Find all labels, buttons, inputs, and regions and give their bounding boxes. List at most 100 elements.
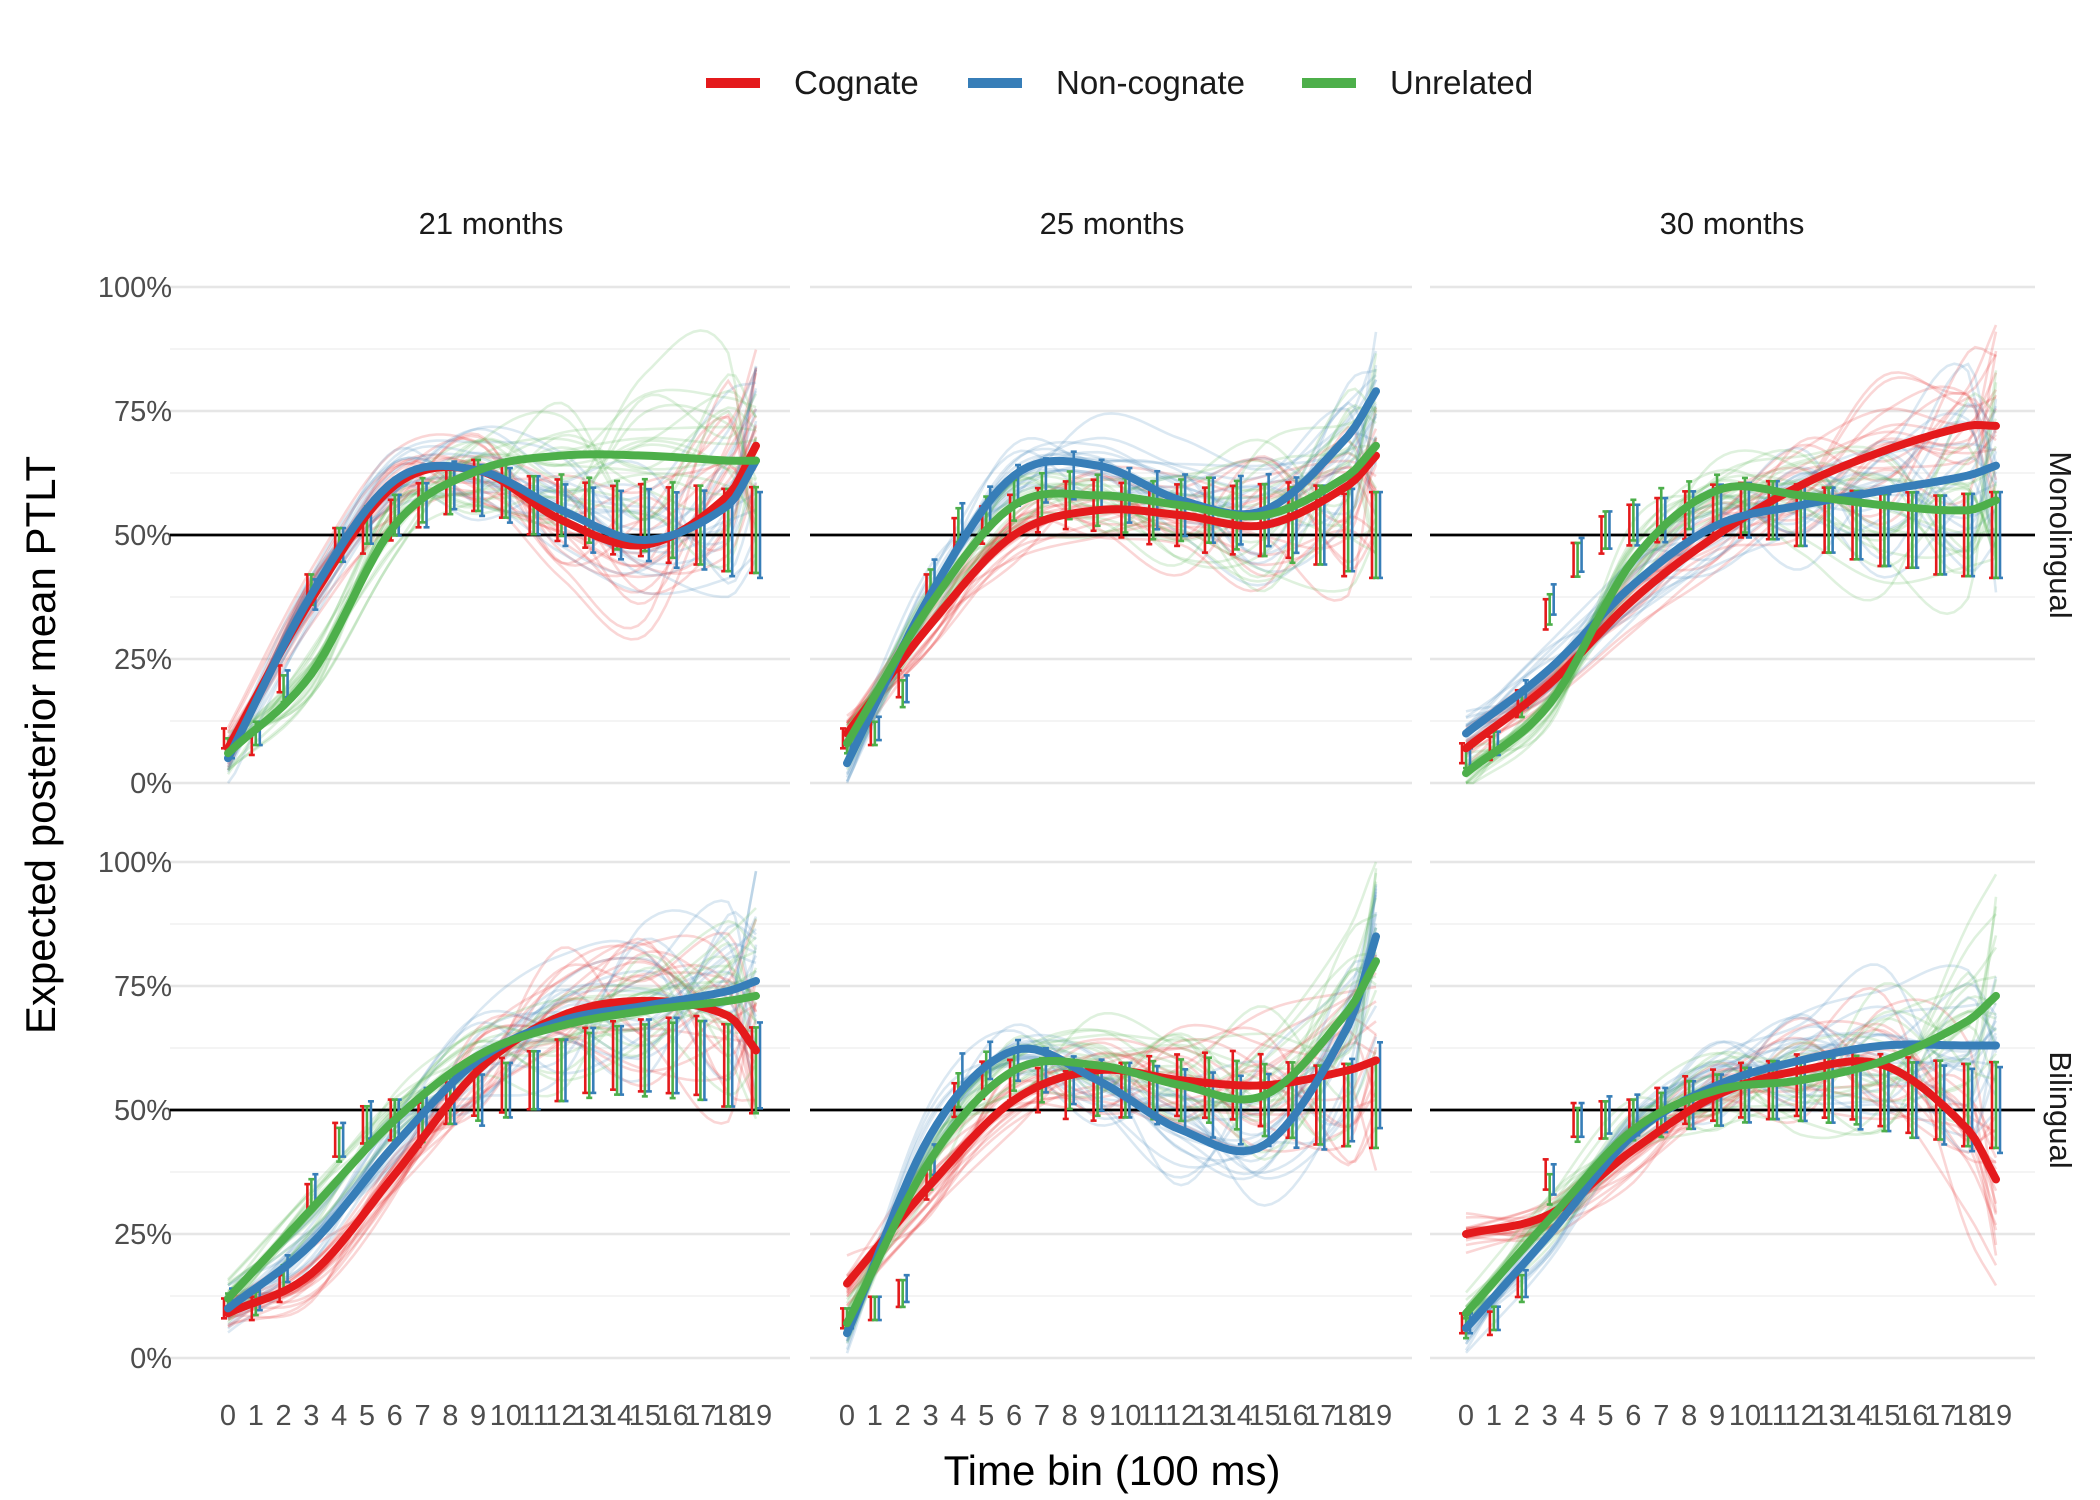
posterior-draw-cognate [227,960,758,1312]
error-bar-cognate [1570,1101,1577,1139]
error-bar-unrelated [753,1026,759,1115]
panel-25-months-monolingual [810,285,1412,785]
y-tick-label: 25% [114,644,172,676]
x-tick-label: 8 [442,1400,458,1432]
y-tick-label: 100% [98,847,172,879]
x-tick-label: 16 [1896,1400,1928,1432]
x-tick-label: 18 [1332,1400,1364,1432]
x-tick-label: 5 [978,1400,994,1432]
y-tick-label: 25% [114,1219,172,1251]
mean-curve-unrelated [843,957,1380,1328]
x-tick-label: 11 [1138,1400,1168,1432]
error-bar-cognate [610,1019,617,1091]
posterior-draw-non-cognate [227,992,758,1297]
error-bar-unrelated [558,473,565,538]
y-tick-label: 0% [130,768,172,800]
error-bar-cognate [1459,742,1465,765]
error-bar-unrelated [697,1019,704,1102]
y-tick-label: 100% [98,272,172,304]
error-bar-unrelated [1490,1305,1497,1332]
posterior-draw-cognate [227,950,758,1302]
error-bar-cognate [1341,492,1348,578]
error-bar-unrelated [530,1049,537,1111]
x-tick-label: 1 [867,1400,883,1432]
posterior-draw-unrelated [226,388,757,775]
posterior-draw-non-cognate [227,937,758,1298]
facet-label-monolingual: Monolingual [2043,451,2078,618]
error-bar-non-cognate [757,490,763,580]
error-bar-non-cognate [645,487,652,563]
x-tick-label: 13 [573,1400,605,1432]
x-axis-title: Time bin (100 ms) [944,1447,1281,1494]
x-tick-label: 9 [1709,1400,1725,1432]
posterior-draw-unrelated [227,438,758,741]
x-tick-label: 18 [1952,1400,1984,1432]
posterior-draw-non-cognate [1465,362,1998,738]
x-tick-label: 14 [1221,1400,1253,1432]
posterior-draw-cognate [846,954,1378,1307]
x-tick-label: 9 [470,1400,486,1432]
posterior-draw-non-cognate [226,492,757,750]
error-bar-unrelated [1602,510,1609,550]
error-bar-non-cognate [903,674,910,704]
error-bar-unrelated [669,1021,676,1100]
x-tick-label: 12 [545,1400,577,1432]
facet-label-21-months: 21 months [419,206,564,241]
mean-curve-unrelated [224,991,760,1303]
mean-curve-cognate [843,451,1380,738]
mean-curve-non-cognate [843,932,1380,1338]
error-bar-cognate [867,1295,874,1322]
legend-label-cognate: Cognate [794,64,919,101]
error-bar-non-cognate [1606,1095,1613,1135]
facet-label-bilingual: Bilingual [2043,1051,2078,1168]
error-bar-cognate [1598,515,1605,555]
x-tick-label: 8 [1681,1400,1697,1432]
error-bar-cognate [1257,1052,1264,1128]
mean-curve-non-cognate [1462,1040,2000,1333]
x-tick-label: 0 [1458,1400,1474,1432]
facet-label-25-months: 25 months [1040,206,1185,241]
y-tick-label: 75% [114,396,172,428]
y-tick-label: 0% [130,1343,172,1375]
error-bar-unrelated [1546,592,1553,626]
error-bar-unrelated [1574,541,1581,578]
posterior-draw-non-cognate [227,909,758,1287]
posterior-draw-non-cognate [1465,982,1998,1314]
posterior-draw-unrelated [227,389,757,743]
error-bar-cognate [1542,597,1549,631]
x-tick-label: 8 [1062,1400,1078,1432]
posterior-draw-non-cognate [845,946,1378,1330]
error-bar-non-cognate [423,481,430,529]
x-tick-label: 10 [490,1400,522,1432]
error-bar-unrelated [1261,482,1268,558]
error-bar-unrelated [899,679,906,709]
error-bar-cognate [1598,1100,1605,1140]
error-bar-cognate [1626,503,1633,547]
posterior-draw-non-cognate [845,1036,1378,1354]
error-bar-non-cognate [590,1026,597,1095]
x-tick-label: 12 [1165,1400,1197,1432]
posterior-draw-non-cognate [227,871,758,1308]
y-axis-title: Expected posterior mean PTLT [17,456,64,1034]
posterior-draw-cognate [846,954,1378,1279]
error-bar-unrelated [1993,490,1999,580]
posterior-draw-cognate [845,459,1377,749]
x-tick-label: 6 [1006,1400,1022,1432]
posterior-draws [845,331,1378,784]
posterior-draw-unrelated [1465,906,1998,1309]
x-tick-label: 16 [656,1400,688,1432]
error-bar-non-cognate [1634,503,1641,547]
posterior-draw-cognate [846,1051,1378,1307]
error-bar-non-cognate [1997,1065,2003,1155]
error-bar-unrelated [502,1061,509,1119]
error-bar-unrelated [336,1126,343,1163]
posterior-draw-non-cognate [1465,963,1998,1354]
posterior-draw-non-cognate [845,953,1378,1351]
x-tick-label: 4 [331,1400,347,1432]
error-bar-unrelated [899,1278,906,1309]
x-tick-label: 3 [922,1400,938,1432]
error-bar-unrelated [1233,1059,1240,1131]
legend-label-non-cognate: Non-cognate [1056,64,1245,101]
error-bar-non-cognate [506,466,513,524]
